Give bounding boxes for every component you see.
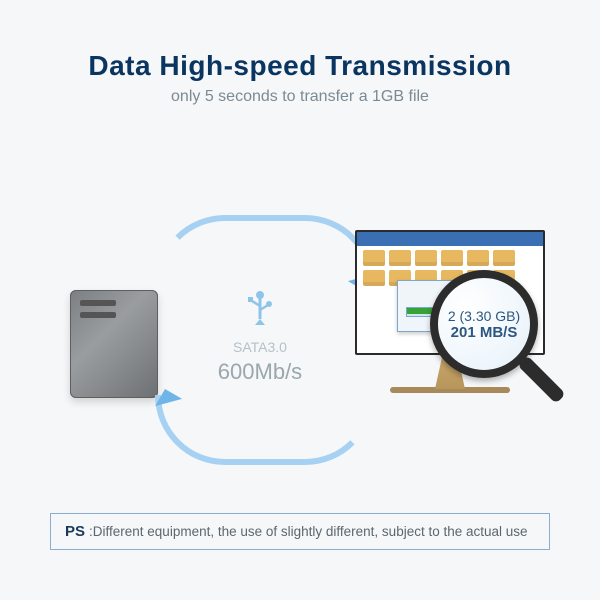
ps-note: PS :Different equipment, the use of slig… — [50, 513, 550, 550]
ps-text: :Different equipment, the use of slightl… — [89, 524, 528, 539]
folder-icon — [363, 270, 385, 286]
speed-label: 600Mb/s — [190, 359, 330, 385]
magnifier-handle — [517, 355, 566, 404]
usb-icon — [190, 290, 330, 333]
folder-icon — [493, 250, 515, 266]
file-size-text: 2 (3.30 GB) — [448, 308, 520, 324]
center-info: SATA3.0 600Mb/s — [190, 290, 330, 385]
interface-label: SATA3.0 — [190, 339, 330, 355]
folder-icon — [467, 250, 489, 266]
ps-label: PS — [65, 523, 85, 540]
hard-drive-illustration — [70, 290, 158, 398]
folder-icon — [415, 250, 437, 266]
folder-icon — [441, 250, 463, 266]
transfer-diagram: SATA3.0 600Mb/s 2 (3.3 — [0, 140, 600, 480]
arrow-to-drive-icon — [155, 395, 375, 465]
transfer-rate-text: 201 MB/S — [451, 324, 518, 341]
magnifier-illustration: 2 (3.30 GB) 201 MB/S — [430, 270, 550, 390]
arrow-to-monitor-icon — [155, 215, 375, 285]
folder-icon — [389, 250, 411, 266]
folder-icon — [363, 250, 385, 266]
subtitle: only 5 seconds to transfer a 1GB file — [0, 88, 600, 106]
main-title: Data High-speed Transmission — [0, 0, 600, 82]
